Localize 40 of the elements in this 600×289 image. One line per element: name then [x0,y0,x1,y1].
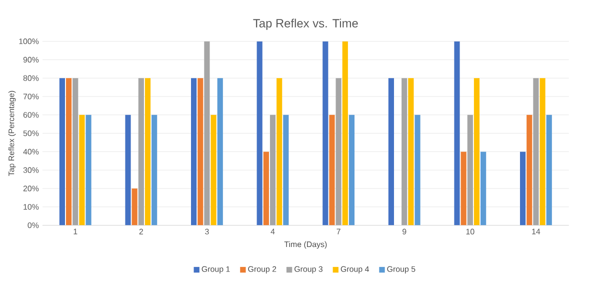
bar [204,41,210,226]
bar [402,78,408,226]
bar [79,114,85,226]
bar [533,78,539,226]
bar [86,114,92,226]
bar [467,114,473,226]
bar [414,114,420,226]
bar [546,114,552,226]
bar [132,188,138,226]
bar [454,41,460,226]
bar [138,78,144,226]
bar [59,78,65,226]
bar [336,78,342,226]
bar [474,78,480,226]
bar [72,78,78,226]
bar [480,152,486,226]
bar [66,78,72,226]
bar [348,114,355,226]
bar [270,114,276,226]
bar [283,114,289,226]
bar [408,78,414,226]
bar [263,152,269,226]
bar [322,41,328,226]
bar [540,78,546,226]
bar [125,114,131,226]
bar [526,114,532,226]
bar [144,78,151,226]
bar [342,41,348,226]
chart-title: Tap Reflex vs. Time [253,18,358,30]
bar [152,114,158,226]
bar [460,152,466,226]
bar [210,114,216,226]
bar [191,78,197,226]
bar [198,78,204,226]
bar [388,78,394,226]
bar [217,78,223,226]
bar [256,41,262,226]
bar [276,78,282,226]
bar [329,114,335,226]
bar [520,152,526,226]
